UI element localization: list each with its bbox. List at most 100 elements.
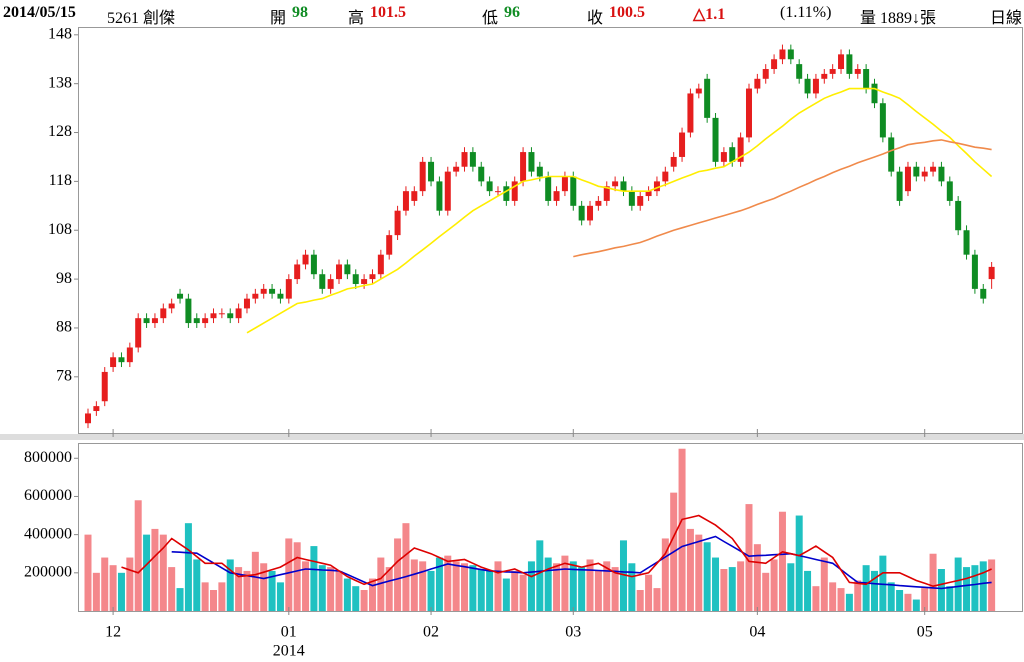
volume-bar	[728, 567, 736, 611]
separator	[0, 434, 1024, 440]
volume-bar	[820, 557, 828, 611]
candle-body	[511, 181, 518, 201]
volume-bar	[469, 565, 477, 611]
candle-body	[871, 83, 878, 104]
candle-body	[712, 117, 719, 162]
candle-body	[854, 69, 861, 74]
volume-bar	[461, 563, 469, 611]
volume-bar	[837, 588, 845, 611]
candle-body	[177, 293, 184, 299]
candle-body	[963, 230, 970, 255]
volume-bar	[845, 593, 853, 611]
volume-bar	[645, 574, 653, 611]
volume-bar	[210, 590, 218, 611]
candle-body	[704, 78, 711, 118]
candle-body	[545, 176, 552, 201]
volume-bar	[712, 557, 720, 611]
y-tick-label: 800000	[24, 449, 72, 466]
volume-bar	[536, 540, 544, 611]
volume-bar	[335, 570, 343, 611]
candle-body	[285, 279, 292, 299]
volume-bar	[829, 582, 837, 611]
candle-body	[444, 171, 451, 211]
candle-body	[218, 313, 225, 315]
volume-bar	[134, 500, 142, 611]
volume-bar	[661, 538, 669, 611]
candle-body	[243, 298, 250, 309]
volume-bar	[84, 534, 92, 611]
volume-bar	[126, 557, 134, 611]
candle-body	[310, 254, 317, 275]
candle-body	[336, 264, 343, 280]
volume-bar	[946, 586, 954, 611]
candle-body	[294, 264, 301, 280]
candle-body	[754, 78, 761, 89]
volume-bar	[360, 590, 368, 611]
candle-body	[603, 186, 610, 201]
volume-bar	[435, 557, 443, 611]
volume-bar	[385, 567, 393, 611]
volume-bar	[302, 561, 310, 611]
candle-body	[762, 69, 769, 79]
y-tick-label: 128	[48, 123, 72, 140]
moving-average	[246, 87, 993, 334]
candle-body	[227, 313, 234, 319]
volume-bar	[561, 555, 569, 611]
close-value: 100.5	[609, 4, 645, 21]
volume-bar	[92, 572, 100, 611]
open-value: 98	[292, 4, 308, 21]
candle-body	[93, 406, 100, 412]
candle-body	[771, 59, 778, 70]
volume-bar	[971, 565, 979, 611]
volume-bar	[151, 528, 159, 611]
candle-body	[277, 293, 284, 299]
volume-bar	[352, 586, 360, 611]
volume-bar	[586, 559, 594, 611]
candle-body	[838, 54, 845, 70]
volume-bar	[862, 565, 870, 611]
volume-bar	[444, 555, 452, 611]
volume-bar	[419, 561, 427, 611]
volume-bar	[494, 561, 502, 611]
volume-bar	[293, 542, 301, 611]
candle-body	[419, 161, 426, 192]
candle-body	[478, 166, 485, 182]
candle-body	[361, 279, 368, 284]
y-tick-label: 118	[49, 172, 72, 189]
y-tick-label: 78	[56, 367, 72, 384]
candle-body	[888, 137, 895, 172]
price-frame	[78, 27, 1023, 434]
candle-body	[662, 171, 669, 182]
candle-body	[904, 166, 911, 192]
volume-bar	[109, 565, 117, 611]
volume-bar	[787, 563, 795, 611]
volume-bar	[963, 567, 971, 611]
candle-body	[695, 88, 702, 94]
volume-bar	[201, 582, 209, 611]
volume-bar	[285, 538, 293, 611]
moving-average	[171, 535, 992, 590]
candle-body	[118, 357, 125, 363]
y-tick-label: 200000	[24, 563, 72, 580]
candle-body	[821, 73, 828, 79]
candle-body	[921, 171, 928, 177]
candle-body	[352, 274, 359, 284]
candle-body	[503, 186, 510, 201]
candle-body	[327, 279, 334, 289]
volume-bar	[770, 559, 778, 611]
volume-bar	[168, 567, 176, 611]
volume-bar	[737, 561, 745, 611]
volume-bar	[544, 557, 552, 611]
candle-body	[377, 254, 384, 275]
candle-body	[269, 288, 276, 294]
candle-body	[720, 152, 727, 162]
candle-body	[745, 88, 752, 138]
volume-bar	[879, 555, 887, 611]
volume-bar	[686, 528, 694, 611]
volume-bar	[427, 570, 435, 611]
volume-bar	[218, 582, 226, 611]
candle-body	[386, 235, 393, 255]
volume-bar	[159, 534, 167, 611]
candle-body	[863, 69, 870, 89]
